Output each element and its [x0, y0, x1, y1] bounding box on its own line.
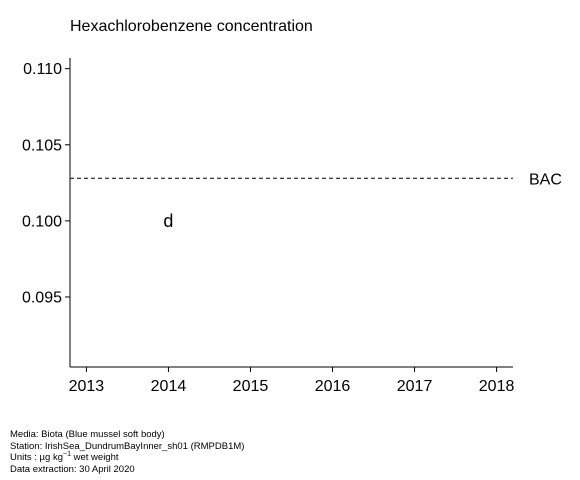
- y-tick-label: 0.100: [22, 213, 62, 230]
- bac-reference-label: BAC: [529, 171, 562, 188]
- y-tick-label: 0.110: [23, 61, 62, 78]
- y-tick-label: 0.095: [22, 289, 62, 306]
- y-tick-label: 0.105: [22, 137, 62, 154]
- footer-units-prefix: Units : µg kg: [10, 452, 63, 463]
- x-tick-label: 2016: [315, 378, 351, 395]
- footer-units: Units : µg kg−1 wet weight: [10, 450, 244, 464]
- footer-units-exponent: −1: [63, 450, 71, 458]
- x-tick-label: 2017: [397, 378, 433, 395]
- footer-station: Station: IrishSea_DundrumBayInner_sh01 (…: [10, 440, 245, 452]
- x-tick-label: 2014: [151, 378, 187, 395]
- footer-media: Media: Biota (Blue mussel soft body): [10, 429, 165, 440]
- chart-title: Hexachlorobenzene concentration: [70, 18, 313, 35]
- x-tick-label: 2018: [479, 378, 515, 395]
- footer-extraction: Data extraction: 30 April 2020: [10, 463, 135, 475]
- reference-lines: BAC: [70, 171, 562, 188]
- x-tick-label: 2015: [233, 378, 269, 395]
- data-points: d: [163, 211, 173, 231]
- x-tick-label: 2013: [69, 378, 105, 395]
- axes: 0.095 0.100 0.105 0.110 2013 2014 2015 2016 2017…: [22, 58, 515, 395]
- footer-units-suffix: wet weight: [70, 452, 119, 463]
- data-point: d: [163, 211, 173, 231]
- chart-footer: Media: Biota (Blue mussel soft body) Sta…: [10, 429, 244, 475]
